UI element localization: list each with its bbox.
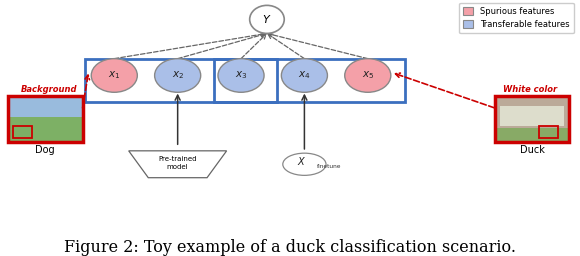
Text: $x_4$: $x_4$ bbox=[298, 70, 311, 81]
Text: $Y$: $Y$ bbox=[262, 13, 271, 25]
Text: $x_2$: $x_2$ bbox=[172, 70, 184, 81]
Text: Pre-trained
model: Pre-trained model bbox=[158, 156, 197, 170]
Text: $x_1$: $x_1$ bbox=[108, 70, 121, 81]
Text: Duck: Duck bbox=[520, 145, 545, 155]
Ellipse shape bbox=[91, 59, 137, 92]
Ellipse shape bbox=[249, 5, 284, 34]
FancyBboxPatch shape bbox=[8, 97, 82, 142]
Legend: Spurious features, Transferable features: Spurious features, Transferable features bbox=[459, 3, 574, 33]
Ellipse shape bbox=[218, 59, 264, 92]
Polygon shape bbox=[129, 151, 227, 178]
Text: White color: White color bbox=[503, 85, 557, 94]
FancyBboxPatch shape bbox=[8, 97, 82, 117]
Text: Dog: Dog bbox=[35, 145, 55, 155]
Text: $x_5$: $x_5$ bbox=[361, 70, 374, 81]
Text: finetune: finetune bbox=[317, 164, 342, 169]
Ellipse shape bbox=[283, 153, 326, 175]
FancyBboxPatch shape bbox=[495, 97, 570, 142]
Ellipse shape bbox=[345, 59, 391, 92]
Text: $x_3$: $x_3$ bbox=[235, 70, 247, 81]
Ellipse shape bbox=[155, 59, 201, 92]
FancyBboxPatch shape bbox=[495, 129, 570, 142]
Text: $X$: $X$ bbox=[297, 155, 306, 167]
FancyBboxPatch shape bbox=[501, 106, 564, 126]
Text: Background: Background bbox=[20, 85, 77, 94]
Text: Figure 2: Toy example of a duck classification scenario.: Figure 2: Toy example of a duck classifi… bbox=[64, 239, 516, 256]
Ellipse shape bbox=[281, 59, 328, 92]
